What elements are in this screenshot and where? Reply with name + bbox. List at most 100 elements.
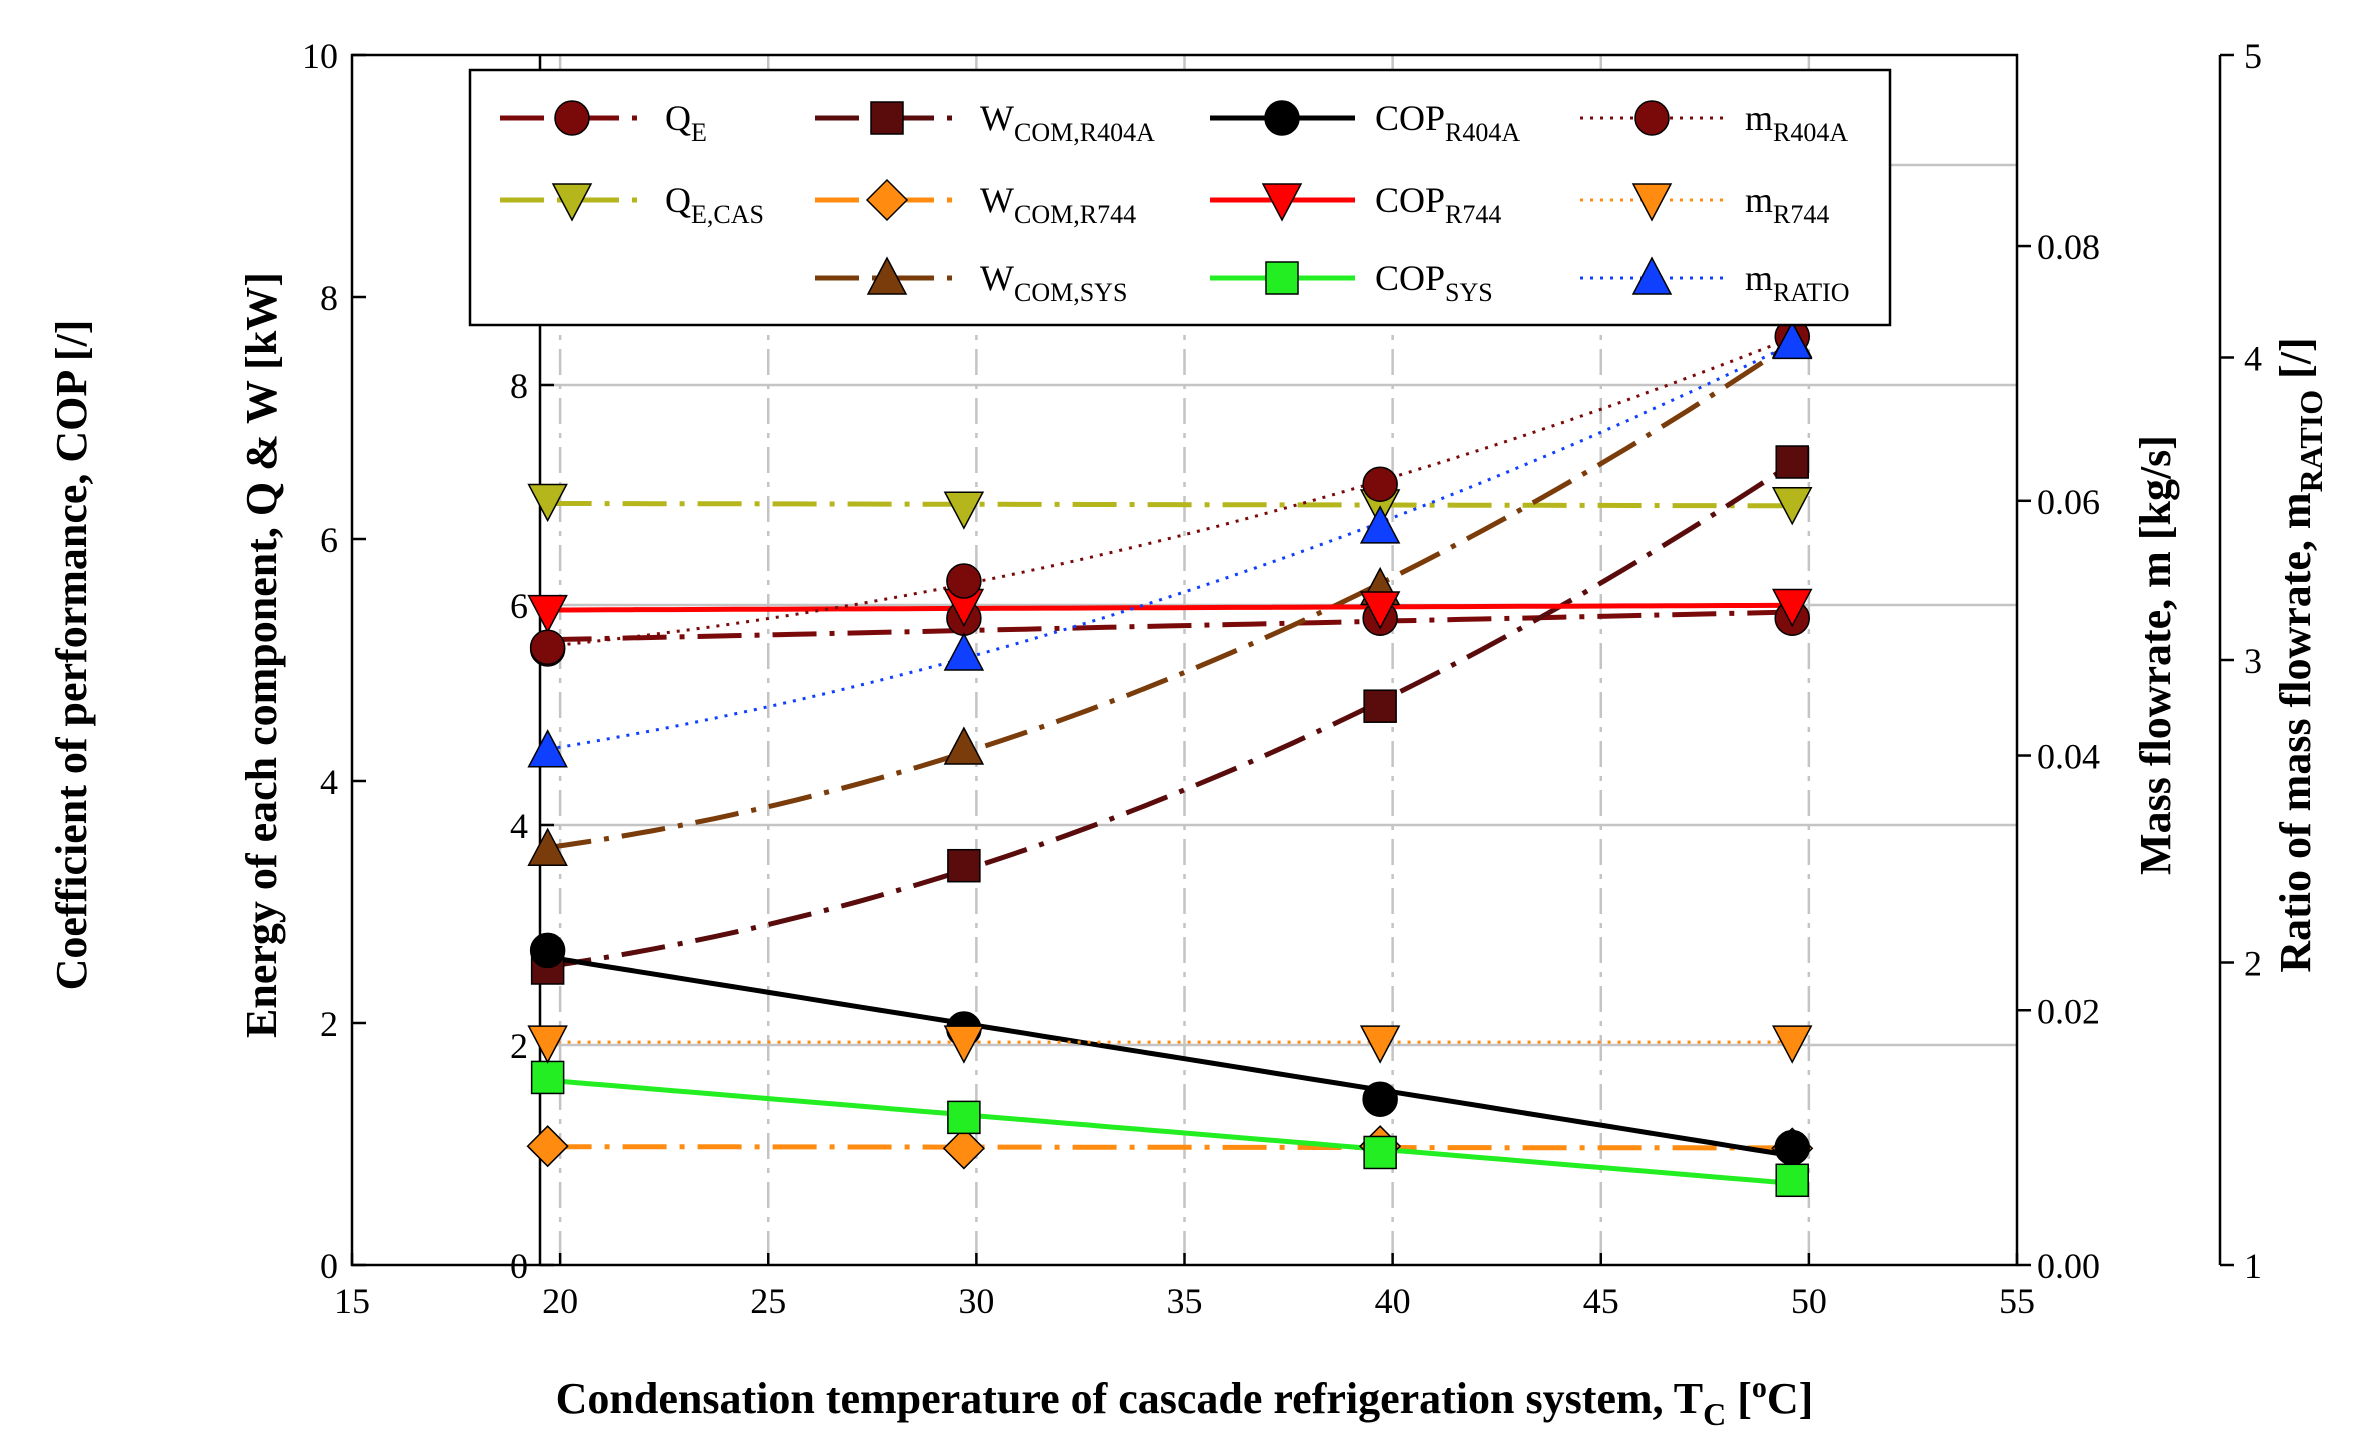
x-tick-label: 20 xyxy=(542,1281,578,1321)
w-com-r404a-line xyxy=(547,461,1794,969)
w-com-sys-point xyxy=(527,827,568,866)
legend-cop-r744-sub: R744 xyxy=(1445,200,1501,229)
legend-w-com-r404a-name: W xyxy=(980,98,1014,138)
x-tick-label: 40 xyxy=(1375,1281,1411,1321)
energy-tick-label: 6 xyxy=(510,586,528,626)
legend-w-com-r404a-marker xyxy=(870,101,904,135)
cop-tick-label: 10 xyxy=(302,36,338,76)
legend-w-com-sys-marker xyxy=(866,256,908,295)
m-r404a-line xyxy=(547,336,1793,648)
w-com-sys-point xyxy=(943,726,985,765)
ratio-axis-title-sub: RATIO xyxy=(2293,390,2329,493)
cop-tick-label: 8 xyxy=(320,278,338,318)
legend-m-r744-marker xyxy=(1631,183,1673,222)
legend-w-com-r744-marker xyxy=(865,178,909,222)
x-tick-label: 30 xyxy=(958,1281,994,1321)
x-tick-label: 50 xyxy=(1791,1281,1827,1321)
legend-cop-r744-marker xyxy=(1261,183,1303,222)
mass-axis-title: Mass flowrate, m [kg/s] xyxy=(2131,435,2180,875)
legend-q-e-sub: E xyxy=(691,118,707,147)
ratio-tick-label: 4 xyxy=(2244,339,2262,379)
x-tick-label: 35 xyxy=(1167,1281,1203,1321)
w-com-r744-line xyxy=(547,1144,1793,1151)
w-com-sys-line xyxy=(547,340,1794,851)
x-tick-label: 45 xyxy=(1583,1281,1619,1321)
w-com-r744-point xyxy=(526,1125,569,1168)
legend-m-ratio-label: mRATIO xyxy=(1745,258,1850,307)
legend-w-com-r744-name: W xyxy=(980,180,1014,220)
legend-w-com-sys-name: W xyxy=(980,258,1014,298)
ratio-tick-label: 3 xyxy=(2244,641,2262,681)
q-e-cas-point xyxy=(527,483,568,523)
cop-tick-label: 6 xyxy=(320,520,338,560)
x-tick-label: 55 xyxy=(1999,1281,2035,1321)
legend-q-e-cas-sub: E,CAS xyxy=(691,200,764,229)
x-axis-title-main: Condensation temperature of cascade refr… xyxy=(556,1374,1703,1423)
ratio-axis: 1 2 3 4 5 Ratio of mass flowrate, mRATIO [/] xyxy=(2218,36,2329,1286)
m-ratio-line xyxy=(547,342,1793,751)
series-markers xyxy=(526,318,1814,1198)
cop-sys-line xyxy=(547,1077,1793,1186)
x-axis-title: Condensation temperature of cascade refr… xyxy=(556,1371,1814,1432)
cop-sys-point xyxy=(947,1100,981,1135)
legend-w-com-sys-label: WCOM,SYS xyxy=(980,258,1127,307)
x-tick-label: 15 xyxy=(334,1281,370,1321)
energy-tick-label: 2 xyxy=(510,1026,528,1066)
legend-w-com-r404a-label: WCOM,R404A xyxy=(980,98,1155,147)
legend-m-r404a-sub: R404A xyxy=(1773,118,1848,147)
w-com-r744-point xyxy=(942,1127,985,1170)
cop-r744-point xyxy=(1359,591,1401,630)
m-r744-point xyxy=(527,1025,568,1064)
legend-m-ratio-marker xyxy=(1631,256,1673,295)
mass-tick-label: 0.02 xyxy=(2037,991,2100,1031)
legend-cop-sys-label: COPSYS xyxy=(1375,258,1493,307)
legend-q-e-label: QE xyxy=(665,98,707,147)
q-e-cas-line xyxy=(547,501,1793,509)
legend-m-r744-label: mR744 xyxy=(1745,180,1829,229)
legend-w-com-sys-sub: COM,SYS xyxy=(1014,278,1127,307)
legend-m-r404a-name: m xyxy=(1745,98,1773,138)
legend-cop-r744-label: COPR744 xyxy=(1375,180,1501,229)
ratio-axis-title: Ratio of mass flowrate, mRATIO [/] xyxy=(2271,337,2329,972)
cop-r404a-point xyxy=(1362,1081,1398,1117)
legend-m-r404a-marker xyxy=(1634,100,1670,136)
m-r404a-point xyxy=(529,629,566,666)
m-r404a-point xyxy=(1362,466,1398,502)
series-layer xyxy=(526,318,1814,1198)
legend-q-e-cas-marker xyxy=(551,183,593,222)
legend-cop-r404a-label: COPR404A xyxy=(1375,98,1520,147)
m-ratio-point xyxy=(943,632,985,671)
q-e-cas-point xyxy=(1771,487,1813,526)
w-com-r404a-point xyxy=(1363,689,1397,723)
cop-r404a-point xyxy=(1774,1129,1810,1166)
cop-axis: 0 2 4 6 8 10 Coefficient of performance, COP [… xyxy=(47,36,366,1286)
legend-m-ratio-sub: RATIO xyxy=(1773,278,1850,307)
m-ratio-point xyxy=(527,729,568,768)
legend-cop-sys-sub: SYS xyxy=(1445,278,1493,307)
cop-r404a-point xyxy=(529,932,566,969)
legend-cop-sys-marker xyxy=(1265,261,1299,295)
m-ratio-point xyxy=(1771,320,1813,360)
mass-axis: 0.00 0.02 0.04 0.06 0.08 Mass flowrate, m [kg… xyxy=(2017,227,2180,1286)
cop-r744-line xyxy=(547,602,1793,613)
cop-r404a-line xyxy=(547,954,1793,1159)
legend-m-r404a-label: mR404A xyxy=(1745,98,1848,147)
x-axis-title-open: [ xyxy=(1726,1374,1752,1423)
w-com-r404a-point xyxy=(947,848,981,883)
legend-cop-r404a-sub: R404A xyxy=(1445,118,1520,147)
mass-tick-label: 0.08 xyxy=(2037,227,2100,267)
ratio-axis-title-main: Ratio of mass flowrate, m xyxy=(2271,492,2320,972)
cop-r744-point xyxy=(1771,588,1813,628)
cop-r744-point xyxy=(527,594,568,634)
legend-q-e-marker xyxy=(554,100,590,136)
legend-w-com-r744-sub: COM,R744 xyxy=(1014,200,1136,229)
ratio-tick-label: 1 xyxy=(2244,1246,2262,1286)
legend-m-ratio-name: m xyxy=(1745,258,1773,298)
cop-tick-label: 4 xyxy=(320,762,338,802)
legend-cop-sys-name: COP xyxy=(1375,258,1445,298)
series-lines xyxy=(547,336,1794,1186)
legend-q-e-cas-name: Q xyxy=(665,180,691,220)
ratio-tick-label: 5 xyxy=(2244,36,2262,76)
mass-tick-label: 0.06 xyxy=(2037,482,2100,522)
